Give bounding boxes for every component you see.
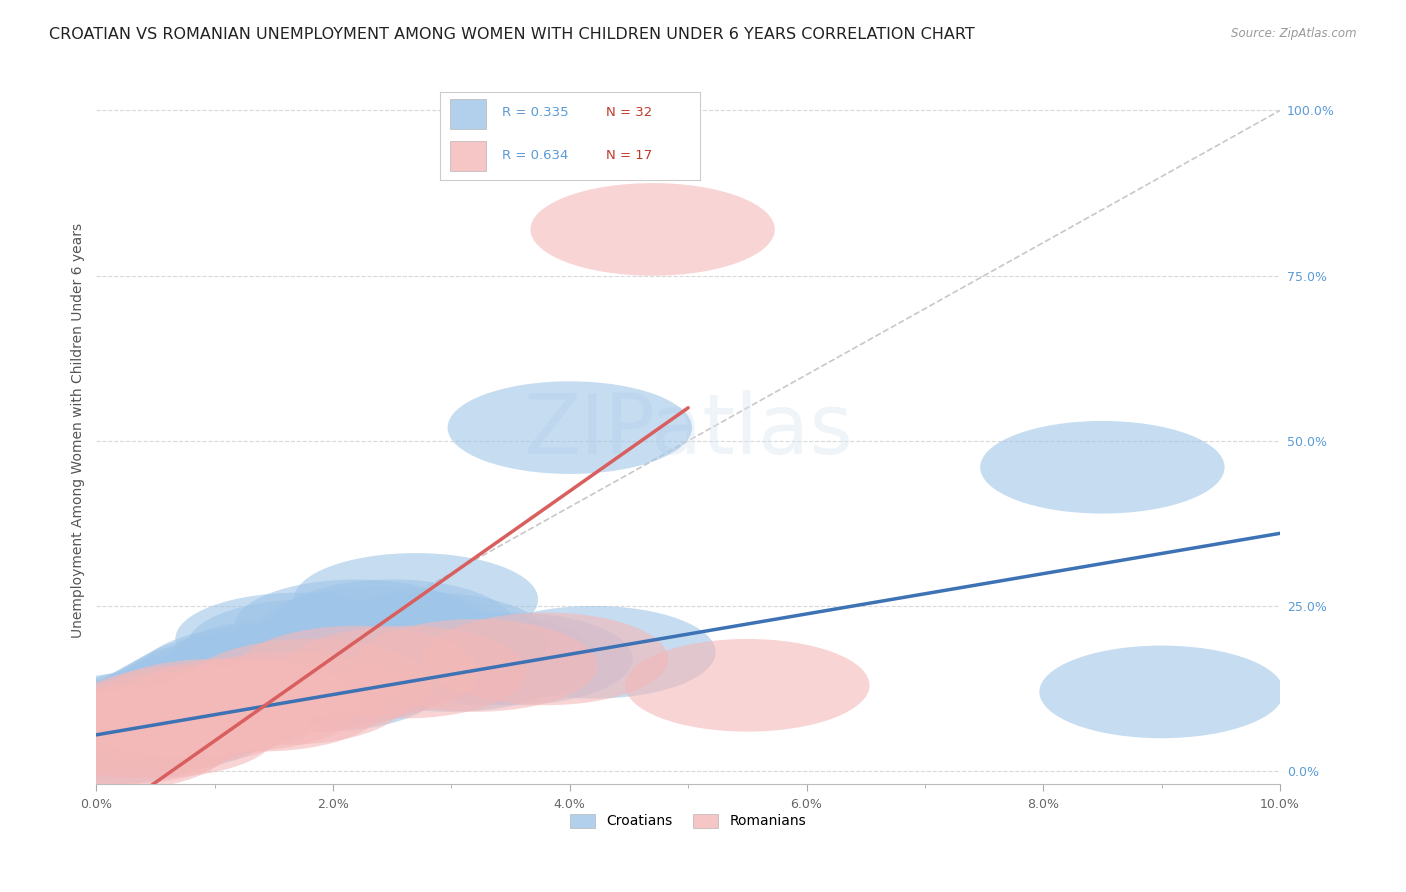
Ellipse shape <box>305 592 550 685</box>
Ellipse shape <box>10 679 254 772</box>
Ellipse shape <box>117 659 360 751</box>
Ellipse shape <box>211 632 456 725</box>
Legend: Croatians, Romanians: Croatians, Romanians <box>565 808 811 834</box>
Ellipse shape <box>259 586 502 679</box>
Text: ZIPatlas: ZIPatlas <box>523 391 853 471</box>
Ellipse shape <box>128 632 373 725</box>
Ellipse shape <box>10 685 254 778</box>
Ellipse shape <box>21 672 266 764</box>
Ellipse shape <box>163 619 408 712</box>
Ellipse shape <box>187 599 432 692</box>
Ellipse shape <box>530 183 775 276</box>
Ellipse shape <box>187 639 432 731</box>
Ellipse shape <box>0 685 242 778</box>
Ellipse shape <box>235 626 479 718</box>
Ellipse shape <box>980 421 1225 514</box>
Ellipse shape <box>471 606 716 698</box>
Ellipse shape <box>0 698 231 791</box>
Ellipse shape <box>235 580 479 673</box>
Ellipse shape <box>353 619 598 712</box>
Ellipse shape <box>139 626 384 718</box>
Ellipse shape <box>104 646 349 739</box>
Ellipse shape <box>329 619 574 712</box>
Ellipse shape <box>0 692 242 784</box>
Ellipse shape <box>69 665 314 758</box>
Text: Source: ZipAtlas.com: Source: ZipAtlas.com <box>1232 27 1357 40</box>
Ellipse shape <box>294 553 538 646</box>
Ellipse shape <box>69 665 314 758</box>
Ellipse shape <box>270 580 515 673</box>
Ellipse shape <box>176 592 420 685</box>
Ellipse shape <box>34 685 278 778</box>
Text: CROATIAN VS ROMANIAN UNEMPLOYMENT AMONG WOMEN WITH CHILDREN UNDER 6 YEARS CORREL: CROATIAN VS ROMANIAN UNEMPLOYMENT AMONG … <box>49 27 974 42</box>
Ellipse shape <box>139 659 384 751</box>
Ellipse shape <box>0 692 231 784</box>
Ellipse shape <box>425 613 668 706</box>
Ellipse shape <box>58 672 301 764</box>
Ellipse shape <box>93 659 337 751</box>
Ellipse shape <box>45 672 290 764</box>
Ellipse shape <box>152 632 396 725</box>
Ellipse shape <box>58 665 301 758</box>
Ellipse shape <box>93 652 337 745</box>
Ellipse shape <box>626 639 869 731</box>
Ellipse shape <box>447 381 692 474</box>
Y-axis label: Unemployment Among Women with Children Under 6 years: Unemployment Among Women with Children U… <box>72 223 86 639</box>
Ellipse shape <box>388 613 633 706</box>
Ellipse shape <box>34 679 278 772</box>
Ellipse shape <box>281 626 526 718</box>
Ellipse shape <box>200 639 443 731</box>
Ellipse shape <box>1039 646 1284 739</box>
Ellipse shape <box>80 659 325 751</box>
Ellipse shape <box>353 613 598 706</box>
Ellipse shape <box>117 639 360 731</box>
Ellipse shape <box>163 652 408 745</box>
